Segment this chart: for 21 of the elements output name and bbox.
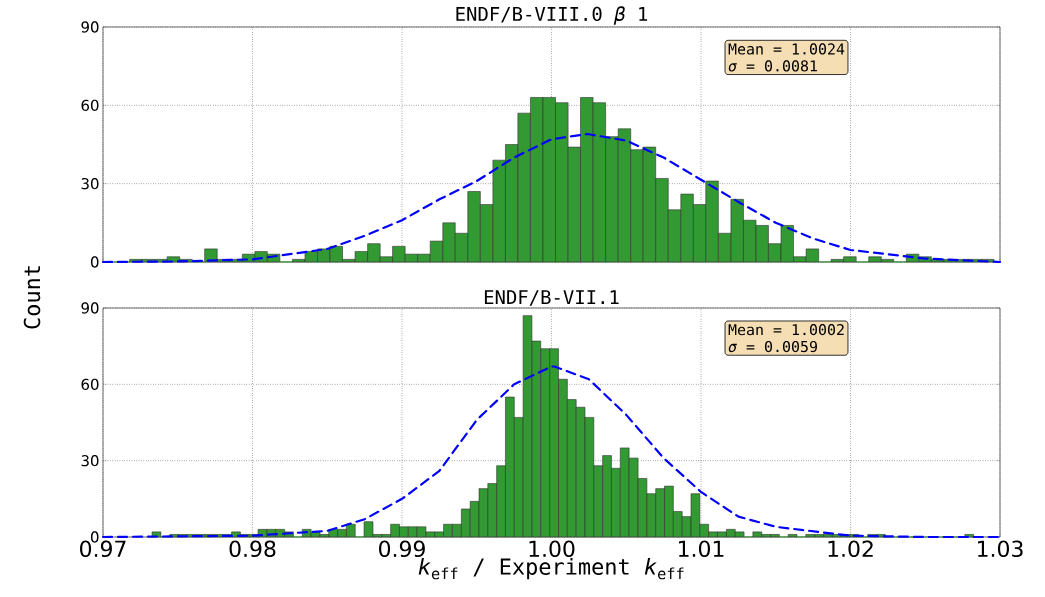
x-tick-label: 0.98 [229,540,276,558]
x-tick-label: 0.99 [379,540,425,558]
y-tick-label: 60 [81,378,99,390]
annotation: σ = 0.0081 [728,60,817,72]
y-axis-title: Count [23,266,41,329]
chart-title: ENDF/B-VIII.0 β 1 [456,6,648,25]
y-tick-label: 90 [81,21,99,33]
annotation: Mean = 1.0002 [728,323,844,336]
y-tick-label: 0 [90,256,99,268]
annotation: Mean = 1.0024 [728,43,845,55]
x-axis-title: k$_{eff}$ / Experiment k$_{eff}$ [418,557,684,580]
x-tick-label: 1.00 [529,540,575,558]
y-tick-label: 90 [81,302,99,314]
chart-title: ENDF/B-VII.1 [484,290,619,306]
y-tick-label: 30 [81,455,99,467]
x-tick-label: 1.03 [978,540,1023,558]
x-tick-label: 1.01 [679,540,724,558]
x-tick-label: 1.02 [828,540,873,558]
annotation: σ = 0.0059 [728,340,817,353]
y-tick-label: 30 [81,178,99,190]
y-tick-label: 60 [81,99,99,111]
